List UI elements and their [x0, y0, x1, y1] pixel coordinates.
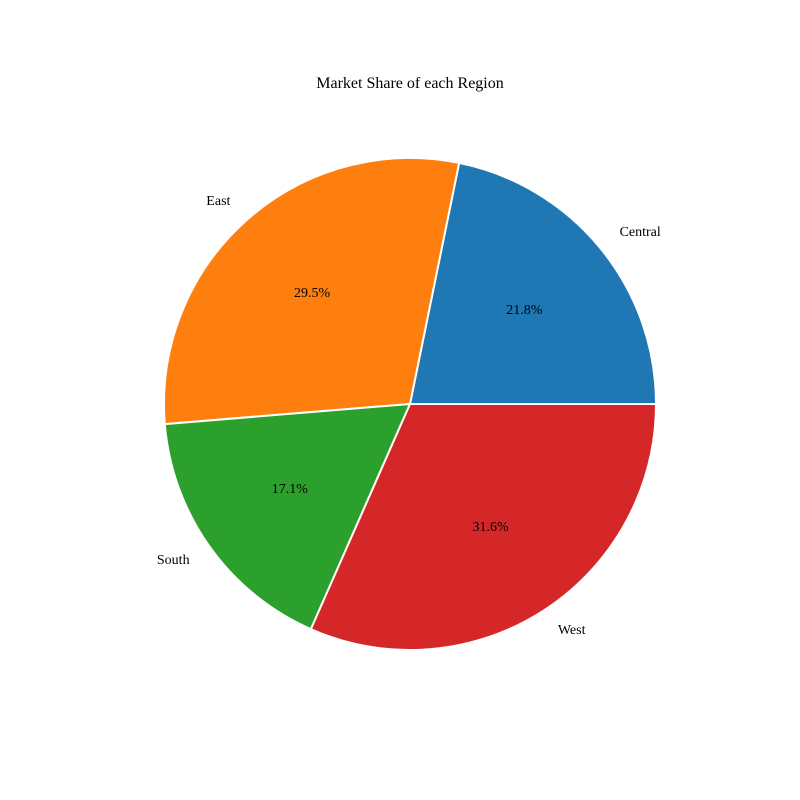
pie-labels: Central 21.8% East 29.5% South 17.1% West 31.6%: [157, 194, 661, 638]
slice-label-central: Central: [620, 225, 661, 240]
pie-slice-central: [409, 161, 657, 405]
pie-slice-south: [163, 403, 411, 631]
chart-title: Market Share of each Region: [316, 75, 503, 92]
slice-label-west: West: [558, 623, 586, 638]
slice-label-south: South: [157, 553, 190, 568]
slice-percent-central: 21.8%: [506, 303, 543, 318]
pie-slices: [163, 157, 657, 651]
slice-label-east: East: [206, 194, 230, 209]
pie-slice-west: [309, 403, 657, 651]
slice-percent-west: 31.6%: [473, 520, 510, 535]
slice-percent-east: 29.5%: [294, 286, 331, 301]
slice-percent-south: 17.1%: [272, 482, 309, 497]
pie-slice-east: [163, 157, 461, 426]
